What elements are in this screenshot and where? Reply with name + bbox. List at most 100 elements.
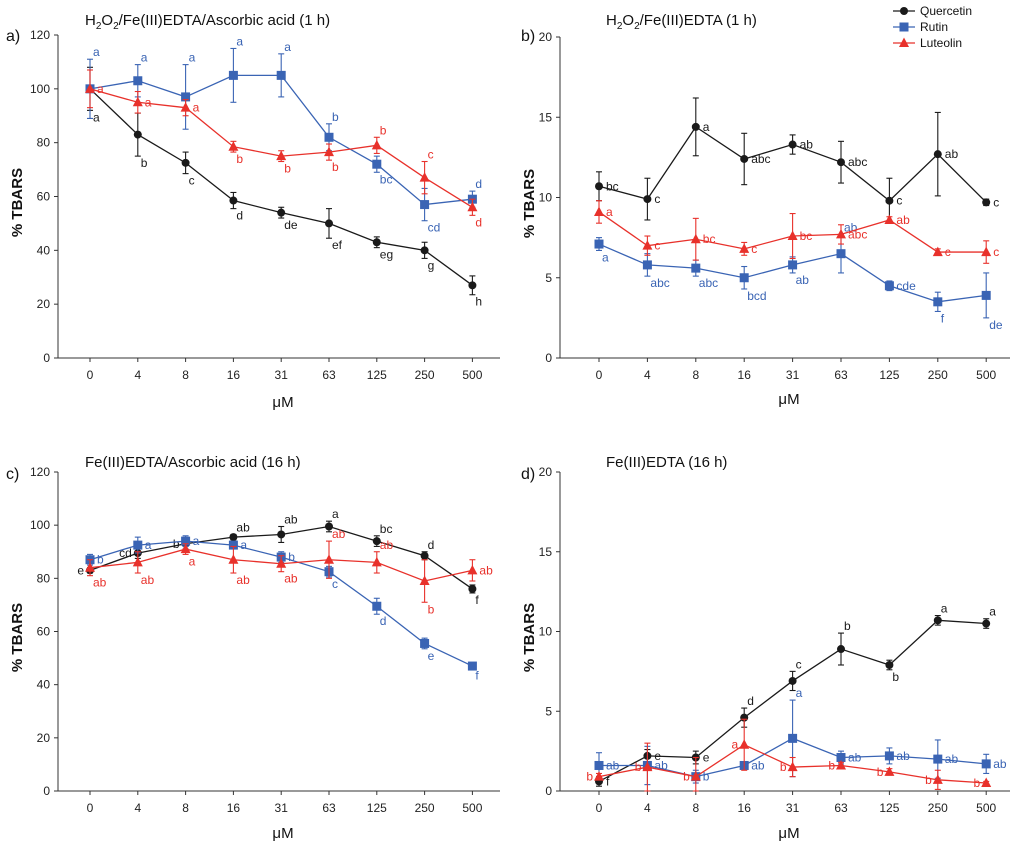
significance-label: a <box>145 538 152 552</box>
y-axis-label: % TBARS <box>521 169 538 238</box>
significance-label: b <box>141 156 148 170</box>
x-tick-label: 31 <box>786 801 800 815</box>
significance-label: b <box>877 765 884 779</box>
x-tick-label: 8 <box>692 801 699 815</box>
x-tick-label: 63 <box>834 368 848 382</box>
y-tick-label: 80 <box>37 571 51 585</box>
chart-title-part: /Fe(III)EDTA (1 h) <box>640 12 757 29</box>
significance-label: ab <box>800 138 814 152</box>
y-tick-label: 5 <box>545 704 552 718</box>
significance-label: abc <box>699 276 718 290</box>
panel-label: b) <box>521 28 535 45</box>
significance-label: de <box>284 218 298 232</box>
y-tick-label: 120 <box>30 465 50 479</box>
significance-label: bc <box>703 232 716 246</box>
data-point <box>595 182 603 191</box>
significance-label: c <box>654 192 660 206</box>
significance-label: a <box>796 686 803 700</box>
x-tick-label: 4 <box>134 801 141 815</box>
y-tick-label: 20 <box>539 465 553 479</box>
chart-panel-a: a)H2O2/Fe(III)EDTA/Ascorbic acid (1 h)02… <box>6 12 500 411</box>
data-point <box>884 281 894 291</box>
significance-label: ab <box>751 758 765 772</box>
data-point <box>468 281 477 290</box>
data-point <box>836 249 846 259</box>
data-point <box>277 530 286 539</box>
y-tick-label: 10 <box>539 191 553 205</box>
data-point <box>787 230 798 241</box>
y-tick-label: 15 <box>539 110 553 124</box>
chart-title-part: 2 <box>617 21 623 32</box>
data-point <box>932 246 943 257</box>
data-point <box>85 562 95 572</box>
legend-marker <box>899 37 909 47</box>
significance-label: b <box>428 602 435 616</box>
y-tick-label: 100 <box>30 518 50 532</box>
significance-label: c <box>945 245 951 259</box>
x-tick-label: 8 <box>182 801 189 815</box>
significance-label: a <box>189 51 196 65</box>
data-point <box>180 102 191 112</box>
significance-label: a <box>97 82 104 96</box>
data-point <box>228 554 239 564</box>
x-tick-label: 125 <box>367 801 387 815</box>
significance-label: ab <box>236 520 250 534</box>
data-point <box>884 766 895 776</box>
significance-label: d <box>475 215 482 229</box>
significance-label: bcd <box>747 289 766 303</box>
y-tick-label: 20 <box>37 731 51 745</box>
data-point <box>276 150 287 161</box>
data-point <box>372 601 382 611</box>
y-tick-label: 100 <box>30 82 50 96</box>
chart-title-part: 2 <box>634 21 640 32</box>
chart-title-part: 2 <box>96 21 102 32</box>
x-tick-label: 125 <box>879 801 899 815</box>
data-point <box>132 96 143 107</box>
data-point <box>884 751 894 761</box>
data-point <box>739 243 750 253</box>
legend-label: Rutin <box>920 20 948 34</box>
x-tick-label: 63 <box>322 801 336 815</box>
data-point <box>933 150 942 159</box>
significance-label: ab <box>945 752 959 766</box>
significance-label: b <box>974 776 981 790</box>
significance-label: a <box>93 45 100 59</box>
significance-label: b <box>828 758 835 772</box>
significance-label: a <box>236 34 243 48</box>
data-point <box>837 645 845 654</box>
data-point <box>133 76 143 86</box>
chart-title-part: O <box>622 12 634 29</box>
significance-label: b <box>288 550 295 564</box>
y-axis-label: % TBARS <box>521 603 538 672</box>
significance-label: ab <box>141 573 155 587</box>
significance-label: a <box>332 507 339 521</box>
significance-label: ab <box>479 563 493 577</box>
significance-label: d <box>380 614 387 628</box>
data-point <box>690 771 701 781</box>
data-point <box>132 556 143 567</box>
significance-label: a <box>941 602 948 616</box>
significance-label: ab <box>236 573 250 587</box>
chart-panel-d: d) Fe(III)EDTA (16 h) 0 5 10 15 20 0 4 8 16 31 63 125… <box>521 454 1010 842</box>
data-point <box>836 228 846 239</box>
significance-label: abc <box>848 155 867 169</box>
significance-label: b <box>236 152 243 166</box>
x-tick-label: 250 <box>928 801 948 815</box>
data-point <box>885 196 894 205</box>
significance-label: a <box>602 250 609 264</box>
significance-label: c <box>428 148 434 162</box>
significance-label: c <box>796 657 802 671</box>
significance-label: a <box>284 40 291 54</box>
data-point <box>982 198 991 207</box>
data-point <box>884 214 895 224</box>
x-tick-label: 4 <box>134 368 141 382</box>
significance-label: a <box>193 101 200 115</box>
y-tick-label: 0 <box>43 784 50 798</box>
significance-label: ab <box>284 512 298 526</box>
significance-label: b <box>173 537 180 551</box>
